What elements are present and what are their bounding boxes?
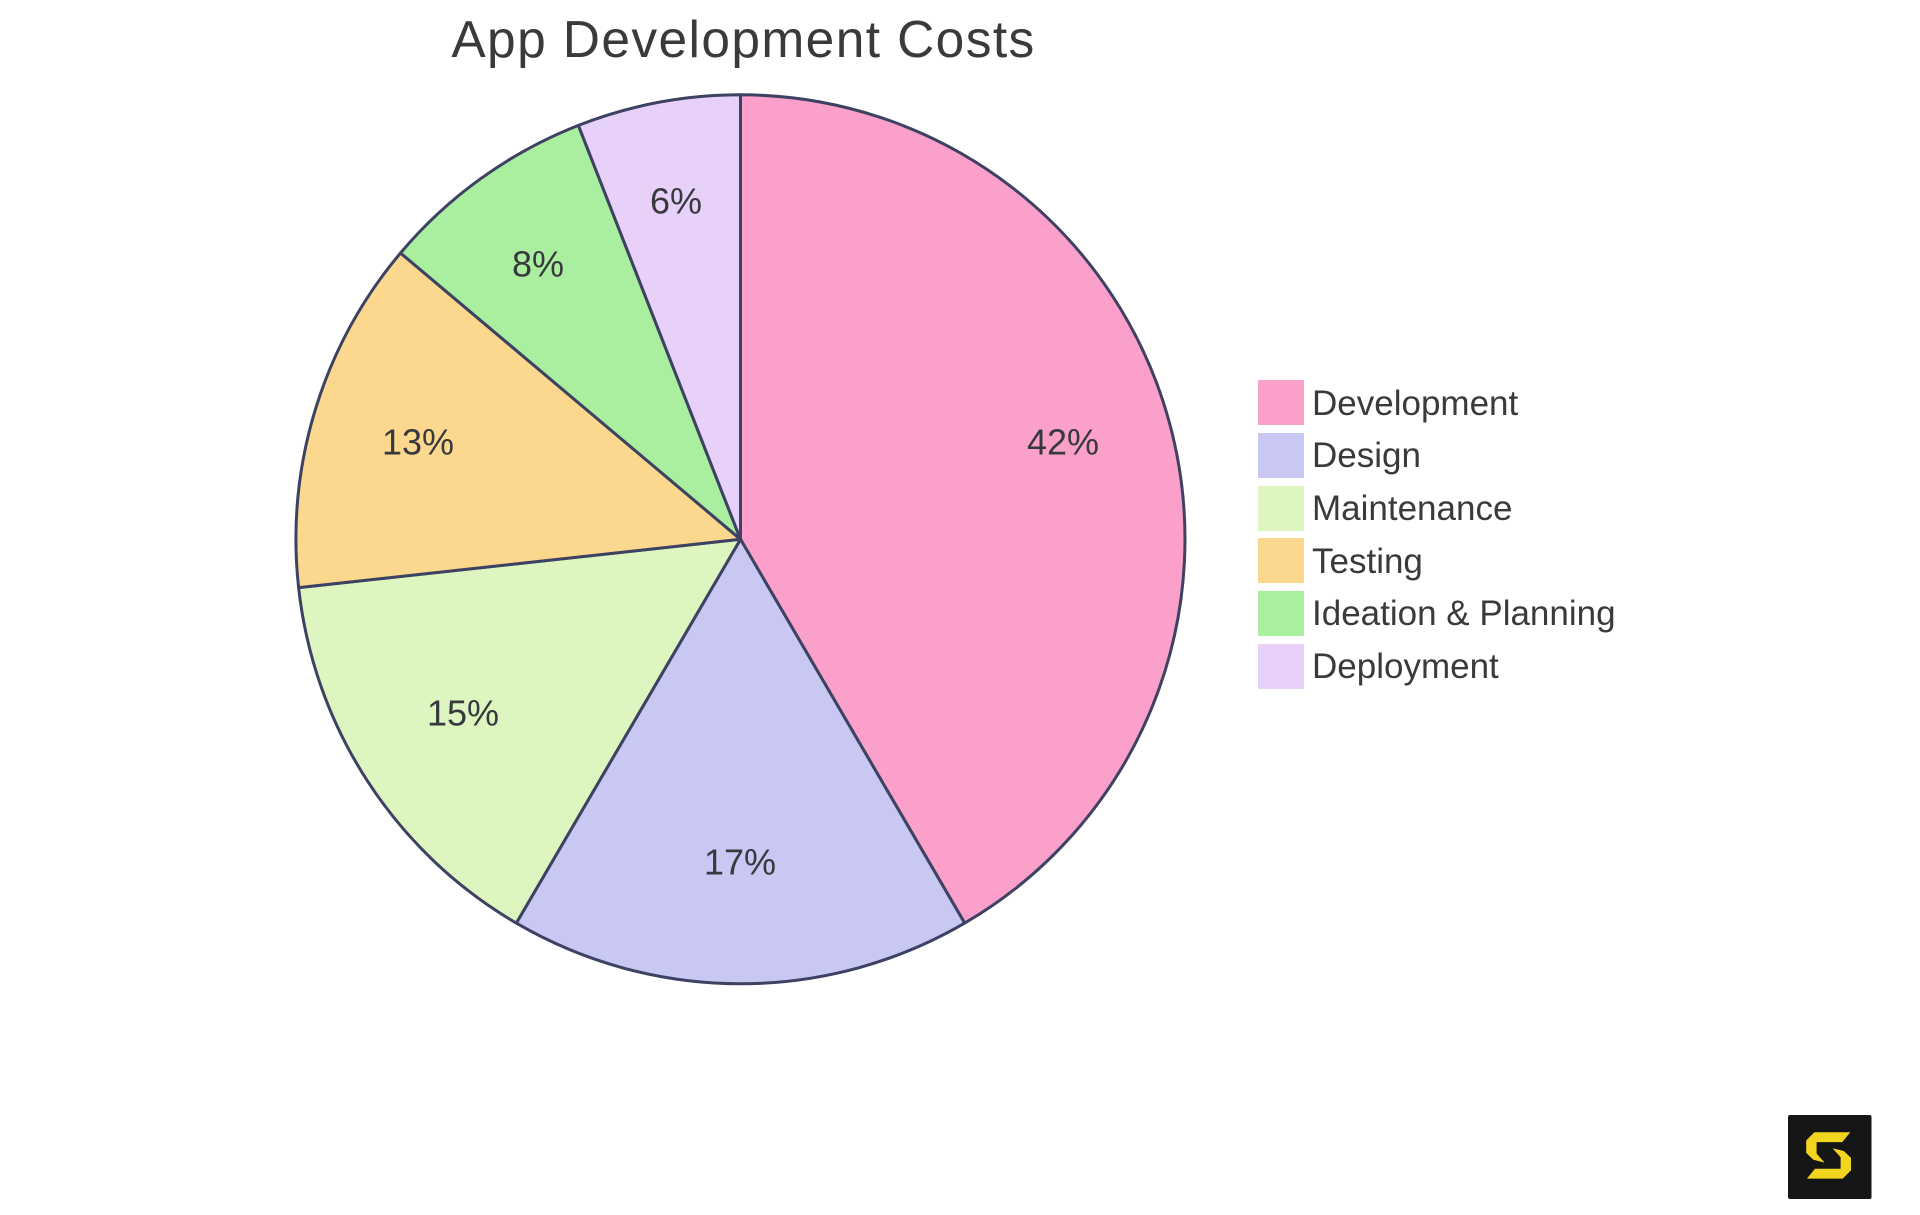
svg-text:13%: 13% (382, 422, 454, 463)
svg-text:42%: 42% (1027, 422, 1099, 463)
svg-text:6%: 6% (650, 181, 702, 222)
svg-text:8%: 8% (512, 244, 564, 285)
svg-text:15%: 15% (427, 693, 499, 734)
svg-text:17%: 17% (704, 842, 776, 883)
